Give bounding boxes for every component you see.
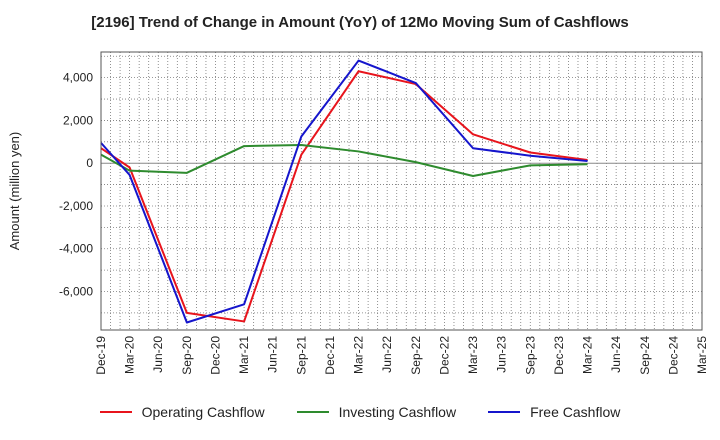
x-tick-label: Sep-20 [180, 336, 194, 375]
x-tick-label: Sep-24 [638, 336, 652, 375]
x-tick-label: Sep-22 [409, 336, 423, 375]
x-tick-label: Mar-25 [695, 336, 709, 374]
x-tick-label: Sep-21 [294, 336, 308, 375]
y-axis-title: Amount (million yen) [7, 132, 22, 251]
y-tick-label: -6,000 [59, 285, 93, 299]
legend-swatch-operating [99, 411, 132, 413]
y-tick-label: 4,000 [63, 71, 93, 85]
legend: Operating Cashflow Investing Cashflow Fr… [0, 404, 720, 420]
x-tick-label: Jun-22 [380, 336, 394, 373]
plot-frame [100, 51, 703, 331]
x-tick-label: Jun-23 [495, 336, 509, 373]
x-tick-label: Dec-22 [437, 336, 451, 375]
legend-item-investing: Investing Cashflow [296, 404, 457, 420]
legend-swatch-investing [296, 411, 329, 413]
x-tick-label: Dec-21 [323, 336, 337, 375]
x-tick-label: Dec-20 [208, 336, 222, 375]
x-tick-label: Jun-20 [151, 336, 165, 373]
x-tick-label: Dec-24 [666, 336, 680, 375]
x-tick-label: Mar-20 [123, 336, 137, 374]
x-tick-label: Mar-23 [466, 336, 480, 374]
legend-swatch-free [488, 411, 521, 413]
x-tick-label: Dec-19 [94, 336, 108, 375]
chart-title: [2196] Trend of Change in Amount (YoY) o… [91, 14, 629, 31]
series-line-operating-cashflow [100, 70, 588, 323]
x-tick-label: Dec-23 [552, 336, 566, 375]
legend-label-free: Free Cashflow [530, 404, 621, 420]
x-tick-label: Jun-21 [266, 336, 280, 373]
series-line-investing-cashflow [100, 144, 588, 178]
legend-item-free: Free Cashflow [488, 404, 620, 420]
legend-item-operating: Operating Cashflow [99, 404, 265, 420]
y-tick-label: 0 [86, 156, 93, 170]
y-tick-labels: 4,000 2,000 0 -2,000 -4,000 -6,000 [59, 71, 93, 299]
x-tick-label: Sep-23 [523, 336, 537, 375]
y-tick-label: -4,000 [59, 242, 93, 256]
legend-label-operating: Operating Cashflow [141, 404, 265, 420]
series-line-free-cashflow [100, 59, 588, 324]
x-tick-labels: Dec-19 Mar-20 Jun-20 Sep-20 Dec-20 Mar-21 Jun-… [94, 336, 709, 375]
y-tick-label: 2,000 [63, 113, 93, 127]
grid [101, 52, 702, 330]
x-tick-label: Mar-22 [352, 336, 366, 374]
x-tick-label: Jun-24 [609, 336, 623, 373]
series-lines [100, 59, 588, 324]
legend-label-investing: Investing Cashflow [338, 404, 457, 420]
y-tick-label: -2,000 [59, 199, 93, 213]
x-tick-label: Mar-24 [581, 336, 595, 374]
x-tick-label: Mar-21 [237, 336, 251, 374]
